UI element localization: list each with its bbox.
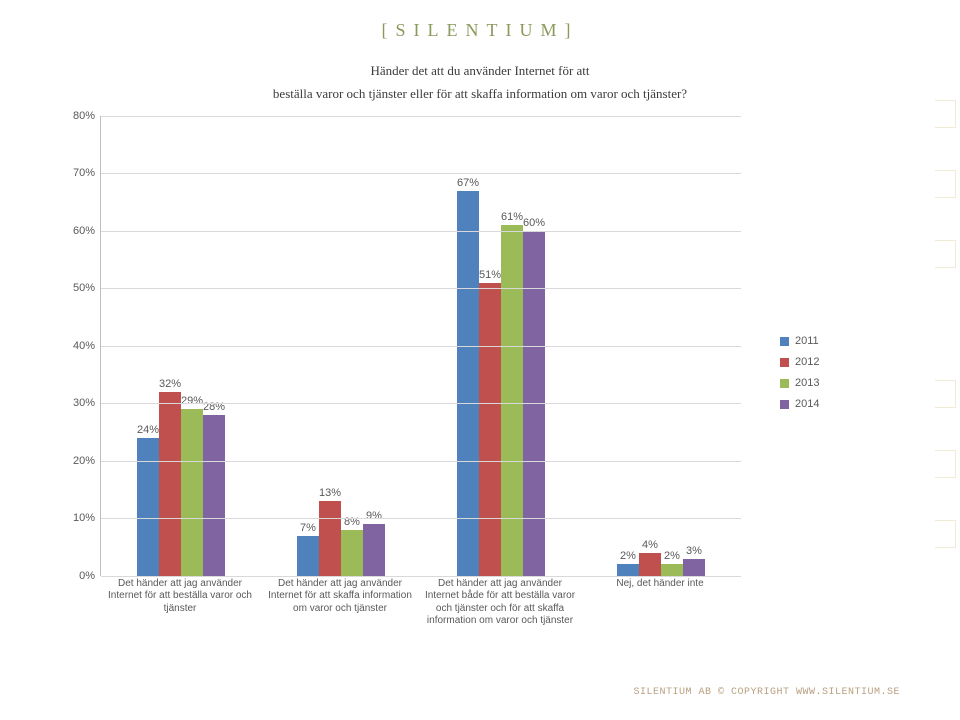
y-tick-label: 80% (73, 110, 95, 122)
bracket-icon (935, 100, 956, 128)
x-axis-labels: Det händer att jag använder Internet för… (100, 578, 740, 628)
gridline (101, 518, 741, 519)
bar: 13% (319, 501, 341, 576)
y-tick-label: 50% (73, 282, 95, 294)
x-tick-label: Det händer att jag använder Internet båd… (420, 578, 580, 628)
gridline (101, 576, 741, 577)
legend-item: 2014 (780, 398, 819, 410)
bar-value-label: 2% (620, 550, 636, 562)
title-line2: beställa varor och tjänster eller för at… (273, 86, 687, 101)
bar-value-label: 32% (159, 378, 181, 390)
page: [SILENTIUM] Händer det att du använder I… (0, 0, 960, 720)
plot-area: 24%32%29%28%7%13%8%9%67%51%61%60%2%4%2%3… (100, 116, 741, 576)
decorative-brackets (930, 0, 960, 720)
y-tick-label: 40% (73, 340, 95, 352)
bracket-icon (935, 520, 956, 548)
bar: 8% (341, 530, 363, 576)
bar-value-label: 51% (479, 269, 501, 281)
gridline (101, 403, 741, 404)
bar-value-label: 67% (457, 177, 479, 189)
bar-value-label: 9% (366, 510, 382, 522)
bar: 51% (479, 283, 501, 576)
footer-copyright: SILENTIUM AB © COPYRIGHT WWW.SILENTIUM.S… (633, 687, 900, 698)
bar-value-label: 7% (300, 522, 316, 534)
gridline (101, 173, 741, 174)
y-tick-label: 10% (73, 512, 95, 524)
x-tick-label: Det händer att jag använder Internet för… (260, 578, 420, 628)
bar-value-label: 29% (181, 395, 203, 407)
legend-swatch (780, 337, 789, 346)
y-tick-label: 0% (79, 570, 95, 582)
bar: 4% (639, 553, 661, 576)
gridline (101, 231, 741, 232)
legend: 2011 2012 2013 2014 (780, 335, 819, 419)
bar: 32% (159, 392, 181, 576)
bar: 29% (181, 409, 203, 576)
legend-swatch (780, 400, 789, 409)
bar-value-label: 60% (523, 217, 545, 229)
bar: 28% (203, 415, 225, 576)
legend-item: 2012 (780, 356, 819, 368)
gridline (101, 116, 741, 117)
bracket-icon (935, 170, 956, 198)
bar: 2% (617, 564, 639, 576)
legend-label: 2012 (795, 356, 819, 368)
x-tick-label: Nej, det händer inte (580, 578, 740, 628)
bar: 9% (363, 524, 385, 576)
bar: 7% (297, 536, 319, 576)
legend-swatch (780, 358, 789, 367)
legend-label: 2014 (795, 398, 819, 410)
bracket-icon (935, 240, 956, 268)
bar-value-label: 61% (501, 211, 523, 223)
legend-item: 2011 (780, 335, 819, 347)
bar-value-label: 2% (664, 550, 680, 562)
y-tick-label: 30% (73, 397, 95, 409)
y-tick-label: 70% (73, 167, 95, 179)
legend-label: 2013 (795, 377, 819, 389)
chart-title: Händer det att du använder Internet för … (50, 59, 910, 106)
legend-label: 2011 (795, 335, 819, 347)
bar-value-label: 3% (686, 545, 702, 557)
logo: [SILENTIUM] (50, 20, 910, 41)
x-tick-label: Det händer att jag använder Internet för… (100, 578, 260, 628)
bar-value-label: 13% (319, 487, 341, 499)
y-tick-label: 20% (73, 455, 95, 467)
gridline (101, 346, 741, 347)
bracket-icon (935, 450, 956, 478)
bar: 3% (683, 559, 705, 576)
title-line1: Händer det att du använder Internet för … (370, 63, 589, 78)
bracket-icon (935, 380, 956, 408)
chart-container: 24%32%29%28%7%13%8%9%67%51%61%60%2%4%2%3… (60, 116, 780, 606)
gridline (101, 288, 741, 289)
legend-item: 2013 (780, 377, 819, 389)
bar: 2% (661, 564, 683, 576)
y-tick-label: 60% (73, 225, 95, 237)
gridline (101, 461, 741, 462)
bar-value-label: 4% (642, 539, 658, 551)
bar: 24% (137, 438, 159, 576)
legend-swatch (780, 379, 789, 388)
bar: 61% (501, 225, 523, 576)
bar-value-label: 24% (137, 424, 159, 436)
